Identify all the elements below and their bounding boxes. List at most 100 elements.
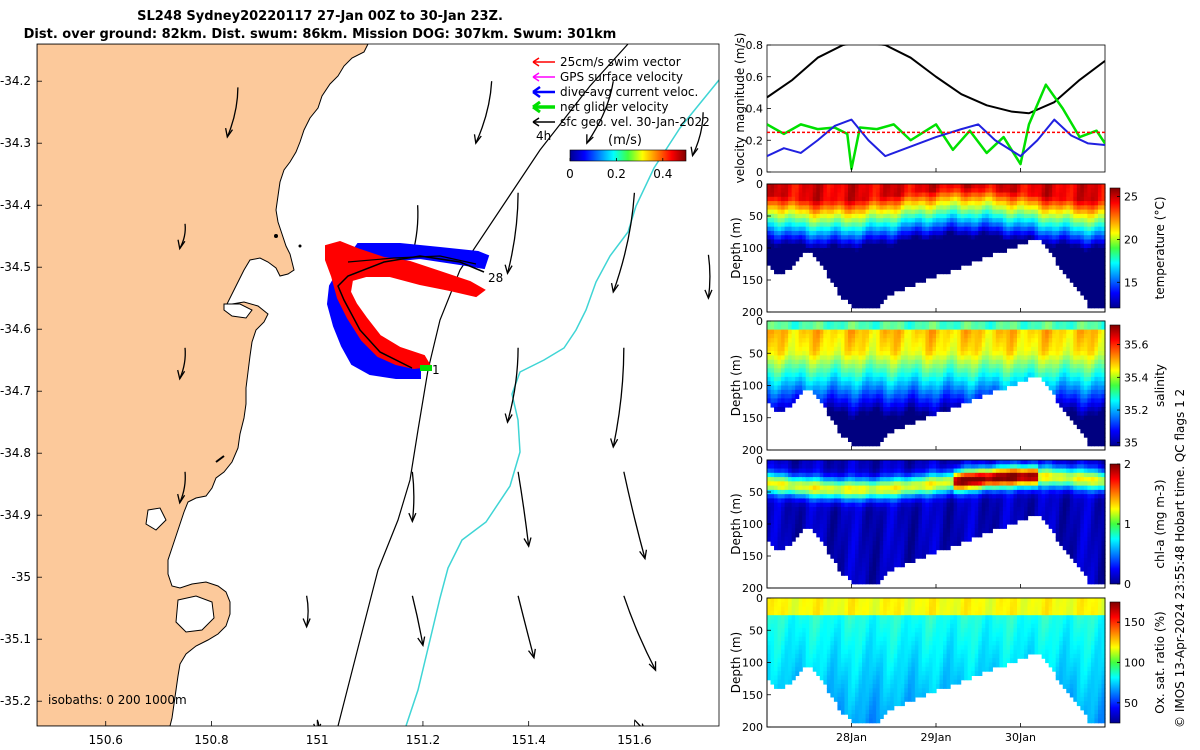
section-cell (830, 252, 835, 258)
section-cell (967, 260, 972, 266)
section-cell (826, 549, 831, 555)
velocity-ytick-label: 0.8 (746, 39, 764, 52)
section-cell (988, 230, 993, 236)
section-cell (985, 239, 990, 245)
section-cell (911, 269, 916, 275)
section-cell (964, 201, 969, 206)
section-cell (907, 342, 912, 348)
section-cell (840, 536, 846, 542)
section-cell (833, 239, 839, 245)
section-cell (858, 346, 863, 352)
section-cell (784, 541, 789, 546)
section-cell (1066, 368, 1071, 374)
section-cell (900, 273, 905, 279)
section-cell (1083, 294, 1088, 300)
section-cell (840, 498, 846, 504)
section-cell (876, 252, 881, 258)
section-cell (1090, 355, 1096, 361)
section-cell (781, 489, 786, 495)
section-cell (921, 184, 927, 189)
section-cell (767, 192, 772, 198)
section-cell (988, 389, 993, 395)
section-cell (833, 477, 839, 482)
section-cell (851, 541, 856, 546)
section-cell (809, 230, 814, 236)
section-cell (1062, 213, 1067, 219)
section-cell (774, 364, 779, 369)
velocity-series-line (767, 83, 1105, 171)
section-cell (1052, 218, 1057, 223)
section-cell (957, 248, 962, 253)
section-cell (770, 385, 775, 391)
section-cell (1052, 329, 1057, 335)
section-cell (953, 243, 958, 249)
section-cell (1006, 381, 1011, 387)
section-cell (971, 196, 976, 202)
section-cell (767, 201, 772, 206)
section-cell (833, 222, 839, 228)
section-cell (957, 355, 962, 361)
section-cell (823, 243, 828, 249)
section-cell (936, 368, 941, 374)
section-cell (819, 252, 824, 258)
section-cell (777, 545, 782, 551)
section-cell (869, 432, 874, 438)
section-cell (1097, 346, 1103, 352)
section-cell (774, 226, 779, 232)
section-cell (1097, 415, 1103, 421)
section-cell (795, 485, 800, 491)
section-cell (862, 303, 867, 309)
section-cell (988, 243, 993, 249)
section-cell (858, 201, 863, 206)
section-cell (767, 230, 772, 236)
section-cell (1094, 213, 1099, 219)
section-cell (862, 511, 867, 517)
section-cell (1062, 269, 1067, 275)
section-cell (774, 213, 779, 219)
section-cell (826, 485, 831, 491)
section-cell (932, 325, 937, 331)
section-cell (855, 489, 860, 495)
section-cell (1073, 201, 1078, 206)
section-cell (876, 222, 881, 228)
section-cell (781, 481, 786, 487)
section-cell (1066, 372, 1071, 378)
section-cell (1087, 346, 1092, 352)
section-cell (840, 381, 846, 387)
section-cell (879, 502, 884, 508)
section-cell (865, 570, 870, 576)
section-cell (1076, 209, 1081, 215)
section-cell (788, 333, 793, 339)
section-cell (869, 489, 874, 495)
section-cell (911, 355, 916, 361)
section-cell (992, 222, 997, 228)
section-cell (1045, 192, 1050, 198)
section-cell (805, 359, 810, 365)
section-cell (978, 192, 983, 198)
section-cell (904, 342, 909, 348)
section-cell (1080, 239, 1085, 245)
section-cell (1076, 235, 1081, 241)
section-cell (1038, 364, 1043, 369)
glider-track-group: 28 1 (325, 240, 503, 379)
section-cell (1024, 235, 1029, 241)
section-cell (985, 351, 990, 356)
section-cell (1097, 248, 1103, 253)
section-cell (1101, 299, 1106, 305)
section-cell (928, 368, 934, 374)
section-cell (823, 364, 828, 369)
section-cell (1087, 184, 1092, 189)
section-cell (777, 502, 782, 508)
section-cell (1087, 299, 1092, 305)
section-cell (932, 188, 937, 194)
section-cell (1069, 385, 1074, 391)
section-cell (844, 282, 849, 287)
section-cell (770, 325, 775, 331)
section-cell (886, 252, 891, 258)
section-cell (802, 498, 807, 504)
section-cell (921, 265, 927, 270)
section-cell (921, 351, 927, 356)
section-cell (855, 460, 860, 465)
section-cell (784, 498, 789, 504)
section-cell (918, 222, 923, 228)
